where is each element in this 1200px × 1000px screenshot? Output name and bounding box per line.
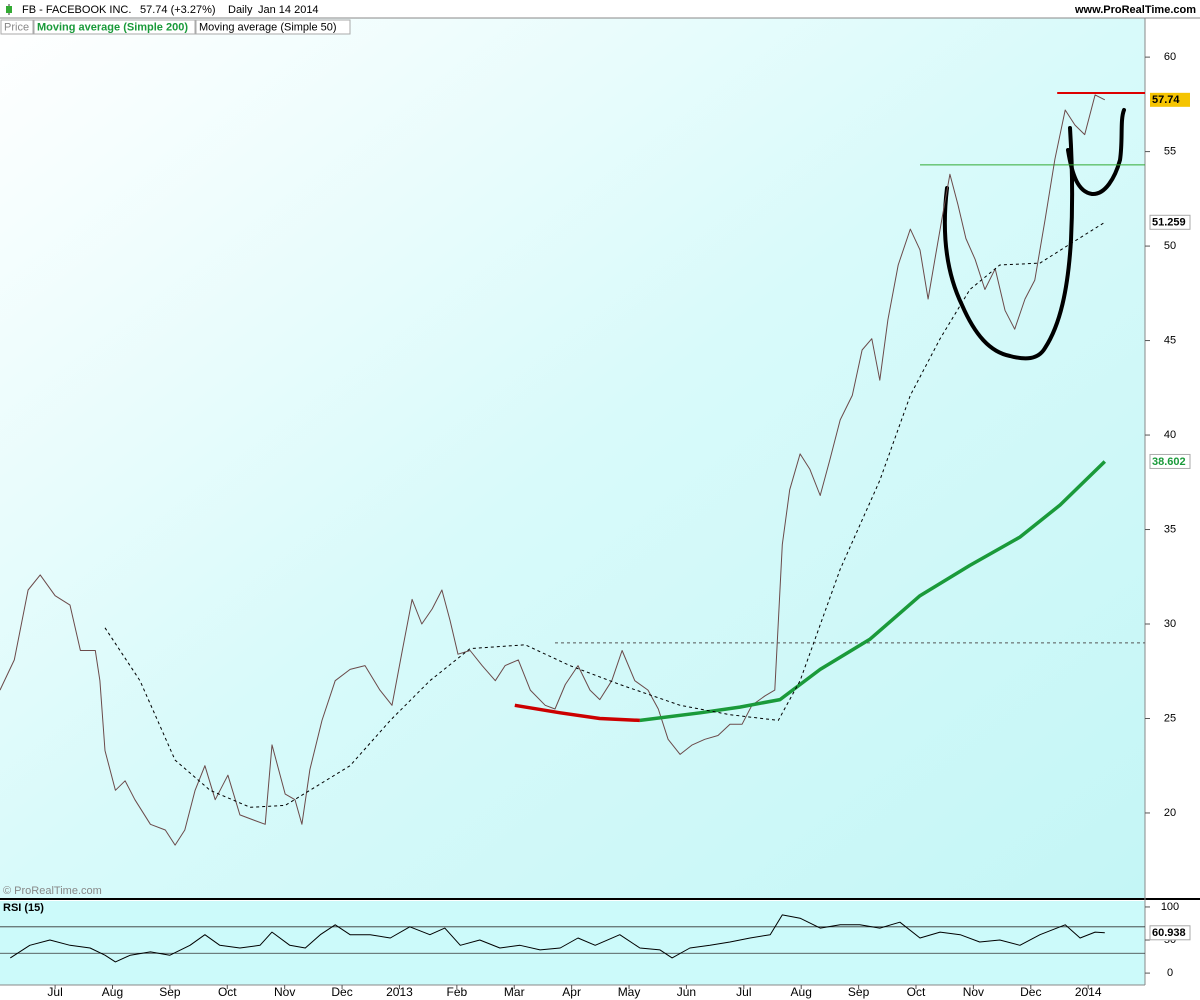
x-tick-label: Nov [963,985,984,999]
legend-tab[interactable] [33,19,196,35]
legend-tab[interactable] [195,19,351,35]
last-value-label: 51.259 [1152,217,1186,229]
instrument-title: FB - FACEBOOK INC. [22,4,131,16]
legend-entry[interactable]: Moving average (Simple 50) [199,21,337,33]
x-tick-label: Oct [907,985,926,999]
x-tick-label: Apr [562,985,581,999]
y-tick-label: 30 [1164,618,1176,630]
y-tick-label: 45 [1164,334,1176,346]
watermark: © ProRealTime.com [3,885,102,897]
x-tick-label: Aug [102,985,123,999]
rsi-title: RSI (15) [3,902,44,914]
last-value-label: 60.938 [1152,927,1186,939]
y-tick-label: 55 [1164,146,1176,158]
series-line [639,460,1107,723]
x-tick-label: Sep [848,985,870,999]
y-tick-label: 100 [1161,901,1179,913]
site: www.ProRealTime.com [1074,4,1196,16]
y-tick-label: 0 [1167,967,1173,979]
x-tick-label: Feb [447,985,468,999]
x-tick-label: Aug [791,985,812,999]
hand-drawn-handle [1066,108,1126,196]
rsi-panel [0,901,1145,985]
series-line [514,703,640,723]
date: Jan 14 2014 [258,4,319,16]
last-value-box [1149,214,1191,230]
quote: 57.74 (+3.27%) [140,4,216,16]
last-value-box [1149,925,1191,941]
y-tick-label: 50 [1164,240,1176,252]
y-tick-label: 60 [1164,51,1176,63]
y-tick-label: 20 [1164,807,1176,819]
y-tick-label: 25 [1164,712,1176,724]
x-tick-label: Jul [736,985,751,999]
x-tick-label: Dec [331,985,352,999]
x-tick-label: Oct [218,985,237,999]
legend-entry[interactable]: Moving average (Simple 200) [37,21,188,33]
legend-entry[interactable]: Price [4,21,29,33]
x-tick-label: Mar [504,985,525,999]
x-tick-label: Nov [274,985,295,999]
last-value-box [1150,92,1190,107]
legend-tab[interactable] [0,19,34,35]
hand-drawn-cup [942,126,1075,361]
x-tick-label: Dec [1020,985,1041,999]
last-value-label: 57.74 [1152,94,1180,106]
price-panel [0,18,1145,898]
y-tick-label: 40 [1164,429,1176,441]
last-value-label: 38.602 [1152,456,1186,468]
x-tick-label: 2013 [386,985,413,999]
period: Daily [228,4,253,16]
series-line [10,914,1105,963]
y-tick-label: 35 [1164,523,1176,535]
series-line [0,94,1106,846]
x-tick-label: Jun [677,985,696,999]
x-tick-label: Jul [47,985,62,999]
x-tick-label: 2014 [1075,985,1102,999]
last-value-box [1149,453,1191,469]
x-tick-label: Sep [159,985,181,999]
candle-icon [6,4,12,15]
x-tick-label: May [618,985,641,999]
